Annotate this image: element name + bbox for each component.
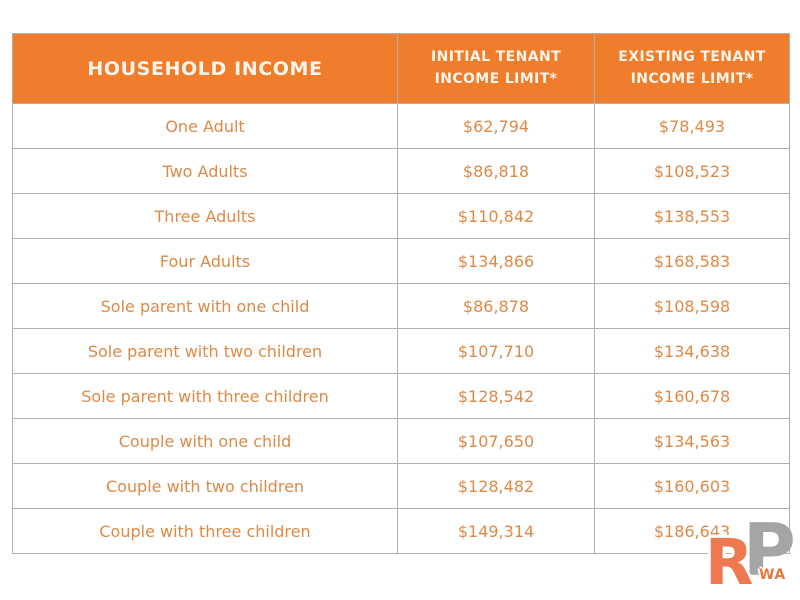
initial-tenant-limit-header-line2: INCOME LIMIT*	[434, 70, 558, 87]
existing-tenant-limit-header-line2: INCOME LIMIT*	[630, 70, 754, 87]
existing-limit-cell: $160,603	[594, 463, 790, 509]
income-limits-table-container: HOUSEHOLD INCOME INITIAL TENANT INCOME L…	[12, 33, 790, 554]
table-row: Couple with one child $107,650 $134,563	[12, 418, 790, 464]
existing-tenant-limit-header-line1: EXISTING TENANT	[618, 48, 766, 65]
household-cell: Four Adults	[12, 238, 398, 284]
household-cell: Sole parent with one child	[12, 283, 398, 329]
table-row: Four Adults $134,866 $168,583	[12, 238, 790, 284]
table-body: One Adult $62,794 $78,493 Two Adults $86…	[12, 103, 790, 554]
existing-limit-cell: $108,598	[594, 283, 790, 329]
household-cell: Couple with one child	[12, 418, 398, 464]
initial-limit-cell: $128,482	[397, 463, 595, 509]
existing-limit-cell: $78,493	[594, 103, 790, 149]
logo-letter-r-icon: R	[705, 526, 754, 599]
initial-limit-cell: $134,866	[397, 238, 595, 284]
household-cell: Sole parent with two children	[12, 328, 398, 374]
initial-limit-cell: $149,314	[397, 508, 595, 554]
existing-limit-cell: $134,563	[594, 418, 790, 464]
initial-limit-cell: $107,710	[397, 328, 595, 374]
rpwa-logo: P R WA	[695, 510, 800, 600]
household-cell: Couple with three children	[12, 508, 398, 554]
table-row: Sole parent with two children $107,710 $…	[12, 328, 790, 374]
existing-limit-cell: $186,643	[594, 508, 790, 554]
table-row: One Adult $62,794 $78,493	[12, 103, 790, 149]
table-row: Three Adults $110,842 $138,553	[12, 193, 790, 239]
household-cell: One Adult	[12, 103, 398, 149]
household-cell: Three Adults	[12, 193, 398, 239]
initial-tenant-limit-header-line1: INITIAL TENANT	[430, 48, 562, 65]
initial-tenant-limit-header: INITIAL TENANT INCOME LIMIT*	[397, 33, 595, 104]
initial-limit-cell: $110,842	[397, 193, 595, 239]
table-row: Couple with two children $128,482 $160,6…	[12, 463, 790, 509]
existing-limit-cell: $168,583	[594, 238, 790, 284]
existing-limit-cell: $160,678	[594, 373, 790, 419]
initial-limit-cell: $86,878	[397, 283, 595, 329]
existing-tenant-limit-header: EXISTING TENANT INCOME LIMIT*	[594, 33, 790, 104]
table-row: Couple with three children $149,314 $186…	[12, 508, 790, 554]
initial-limit-cell: $128,542	[397, 373, 595, 419]
table-row: Sole parent with one child $86,878 $108,…	[12, 283, 790, 329]
initial-limit-cell: $62,794	[397, 103, 595, 149]
household-income-header: HOUSEHOLD INCOME	[12, 33, 398, 104]
table-row: Two Adults $86,818 $108,523	[12, 148, 790, 194]
income-limits-table: HOUSEHOLD INCOME INITIAL TENANT INCOME L…	[12, 33, 790, 554]
existing-limit-cell: $108,523	[594, 148, 790, 194]
logo-letter-p-icon: P	[743, 508, 796, 592]
initial-limit-cell: $86,818	[397, 148, 595, 194]
initial-limit-cell: $107,650	[397, 418, 595, 464]
household-cell: Two Adults	[12, 148, 398, 194]
household-cell: Sole parent with three children	[12, 373, 398, 419]
header-row: HOUSEHOLD INCOME INITIAL TENANT INCOME L…	[12, 33, 790, 104]
logo-wa-label: WA	[759, 567, 786, 583]
existing-limit-cell: $134,638	[594, 328, 790, 374]
table-row: Sole parent with three children $128,542…	[12, 373, 790, 419]
table-header: HOUSEHOLD INCOME INITIAL TENANT INCOME L…	[12, 33, 790, 104]
household-cell: Couple with two children	[12, 463, 398, 509]
existing-limit-cell: $138,553	[594, 193, 790, 239]
